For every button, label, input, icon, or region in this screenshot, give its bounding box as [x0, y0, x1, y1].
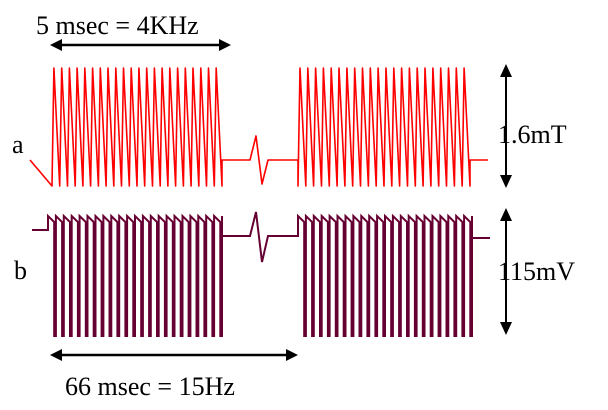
- amplitude-arrow-b: [500, 208, 512, 335]
- bottom-span-label: 66 msec = 15Hz: [65, 372, 235, 401]
- top-span-label: 5 msec = 4KHz: [36, 11, 199, 40]
- amplitude-label-b: 115mV: [498, 257, 575, 286]
- trace-b-label: b: [14, 256, 27, 285]
- trace-a-label: a: [12, 130, 24, 159]
- amplitude-arrow-a: [500, 64, 512, 188]
- top-span-arrow: [50, 39, 231, 51]
- trace-b-waveform: [32, 211, 490, 337]
- amplitude-label-a: 1.6mT: [498, 120, 567, 149]
- bottom-span-arrow: [50, 349, 298, 361]
- trace-a-waveform: [29, 67, 488, 187]
